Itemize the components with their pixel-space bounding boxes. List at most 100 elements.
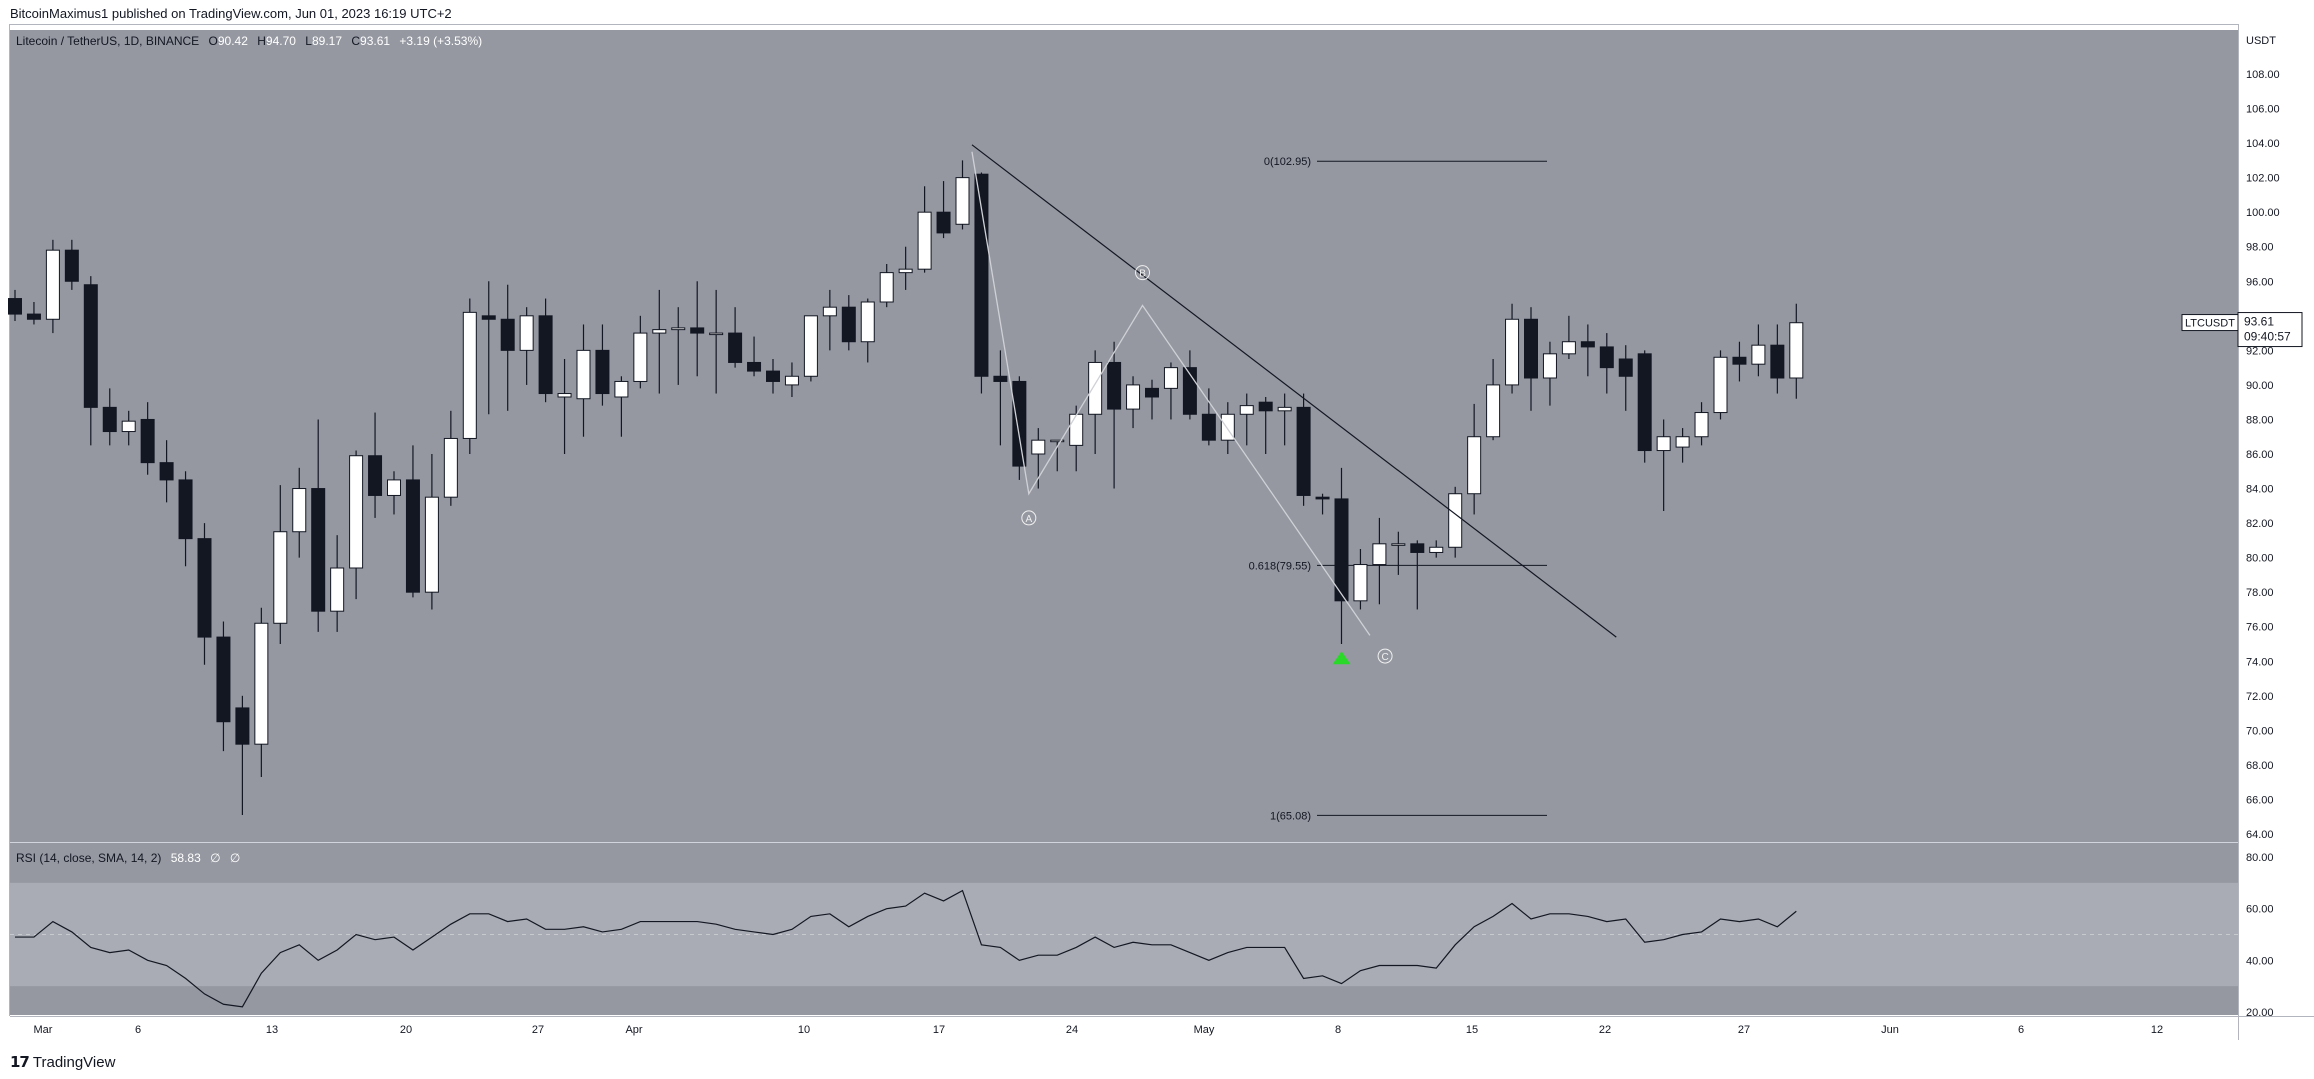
price-tick-label: 66.00	[2246, 794, 2274, 806]
candle-up	[671, 327, 686, 331]
price-pane[interactable]	[10, 30, 2238, 842]
descending-trendline[interactable]	[971, 144, 1617, 638]
wave-labels: A B C	[1021, 265, 1393, 664]
time-tick-label: Mar	[34, 1024, 53, 1036]
candle-up	[1277, 406, 1292, 412]
candle-down	[1580, 341, 1595, 348]
publisher-header: BitcoinMaximus1 published on TradingView…	[10, 6, 452, 21]
time-tick-label: 15	[1466, 1024, 1478, 1036]
candle-down	[1770, 344, 1785, 379]
candle-up	[1391, 543, 1406, 546]
time-tick-label: 24	[1066, 1024, 1078, 1036]
candle-up	[576, 349, 591, 400]
candle-down	[64, 249, 79, 282]
bullish-signal-arrow-icon	[1332, 651, 1351, 665]
candle-down	[728, 332, 743, 363]
candle-up	[519, 315, 534, 351]
rsi-label: RSI (14, close, SMA, 14, 2)	[16, 851, 161, 865]
legend-c-value: 93.61	[360, 34, 390, 48]
candle-down	[26, 313, 41, 320]
price-tick-label: 92.00	[2246, 345, 2274, 357]
time-tick-label: Jun	[1881, 1024, 1899, 1036]
price-tick-label: 106.00	[2246, 104, 2280, 116]
candle-up	[1163, 367, 1178, 389]
legend-l-label: L	[305, 34, 312, 48]
candle-down	[766, 370, 780, 382]
price-tag-box	[2237, 312, 2303, 348]
candle-down	[8, 298, 22, 315]
candle-up	[1372, 543, 1387, 566]
time-tick-label: 17	[933, 1024, 945, 1036]
candle-up	[1751, 344, 1766, 365]
publisher-line: BitcoinMaximus1 published on TradingView…	[10, 6, 452, 21]
wave-label-text: B	[1139, 269, 1146, 280]
time-tick-label: 13	[266, 1024, 278, 1036]
candle-down	[1618, 358, 1633, 377]
legend-symbol: Litecoin / TetherUS, 1D, BINANCE	[16, 34, 199, 48]
candle-up	[424, 496, 439, 593]
candle-down	[747, 361, 762, 372]
rsi-legend: RSI (14, close, SMA, 14, 2) 58.83 ∅ ∅	[16, 851, 240, 865]
candle-down	[538, 315, 553, 395]
time-tick-label: 27	[532, 1024, 544, 1036]
price-tick-label: 80.00	[2246, 553, 2274, 565]
time-tick-label: 10	[798, 1024, 810, 1036]
candle-down	[1315, 496, 1330, 500]
candle-up	[45, 249, 60, 320]
fib-level-label: 1(65.08)	[1270, 810, 1311, 822]
time-tick-label: 6	[2018, 1024, 2024, 1036]
footer-brand: 𝟭𝟳 TradingView	[10, 1053, 115, 1072]
price-tick-label: 64.00	[2246, 829, 2274, 841]
currency-label: USDT	[2246, 35, 2276, 47]
abc-wave-path	[971, 151, 1371, 636]
candle-up	[254, 622, 269, 745]
fib-level-label: 0.618(79.55)	[1249, 560, 1311, 572]
price-tick-label: 98.00	[2246, 242, 2274, 254]
candle-up	[614, 380, 629, 398]
candle-up	[1505, 318, 1520, 386]
candle-up	[557, 393, 572, 398]
candle-down	[102, 406, 117, 433]
candle-down	[974, 173, 989, 377]
candle-down	[1107, 361, 1122, 410]
candle-up	[273, 531, 288, 624]
time-tick-label: 27	[1738, 1024, 1750, 1036]
candle-up	[1467, 436, 1482, 495]
last-price-tag: LTCUSDT 93.61 09:40:57	[2181, 312, 2303, 348]
candle-up	[1713, 356, 1728, 414]
price-tick-label: 88.00	[2246, 414, 2274, 426]
candle-down	[690, 327, 705, 334]
price-tick-label: 90.00	[2246, 380, 2274, 392]
candle-up	[879, 272, 894, 303]
price-tick-label: 72.00	[2246, 691, 2274, 703]
wave-label-circle	[1135, 265, 1151, 281]
time-tick-label: 8	[1335, 1024, 1341, 1036]
legend-change: +3.19 (+3.53%)	[399, 34, 482, 48]
price-tick-label: 108.00	[2246, 69, 2280, 81]
candle-down	[159, 462, 174, 481]
candle-down	[1637, 353, 1652, 452]
candle-down	[1524, 318, 1538, 379]
candle-down	[1410, 543, 1425, 553]
price-tick-label: 78.00	[2246, 587, 2274, 599]
price-axis-area[interactable]	[2238, 24, 2314, 1016]
candle-up	[652, 329, 667, 334]
candle-down	[1732, 356, 1747, 365]
last-price: 93.61	[2244, 315, 2274, 329]
rsi-tick-label: 20.00	[2246, 1007, 2274, 1019]
candle-series[interactable]	[8, 160, 1804, 815]
candle-down	[841, 306, 856, 343]
time-tick-label: 22	[1599, 1024, 1611, 1036]
candle-up	[860, 301, 875, 343]
candle-down	[1201, 413, 1216, 441]
tradingview-logo-icon: 𝟭𝟳	[10, 1054, 30, 1071]
candle-down	[178, 479, 193, 540]
time-tick-label: May	[1194, 1024, 1215, 1036]
candle-up	[1448, 493, 1463, 548]
candle-down	[197, 538, 212, 638]
candle-down	[1012, 380, 1027, 467]
legend-o-label: O	[209, 34, 218, 48]
candle-up	[1353, 564, 1368, 602]
time-ticks: Mar 6 13 20 27 Apr 10 17 24 May 8 15 22 27 Jun 6 12	[34, 1024, 2164, 1036]
